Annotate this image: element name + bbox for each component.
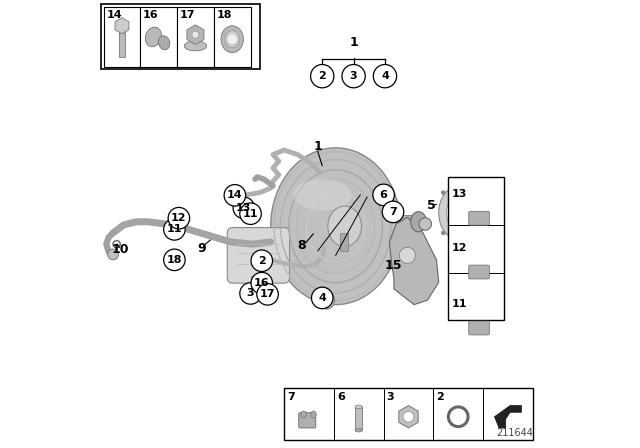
Circle shape [227, 34, 237, 45]
Ellipse shape [271, 148, 401, 305]
Bar [104, 7, 140, 67]
Text: 12: 12 [451, 243, 467, 253]
Circle shape [403, 411, 414, 422]
Circle shape [251, 250, 273, 271]
Circle shape [108, 249, 118, 260]
Ellipse shape [355, 405, 362, 409]
Bar [251, 276, 262, 287]
Circle shape [373, 184, 394, 206]
Text: 18: 18 [216, 10, 232, 20]
FancyBboxPatch shape [468, 321, 490, 335]
Text: 11: 11 [166, 224, 182, 234]
Ellipse shape [158, 36, 170, 50]
Text: 4: 4 [381, 71, 389, 81]
Text: 6: 6 [380, 190, 388, 200]
Text: 10: 10 [112, 243, 129, 256]
Text: 2: 2 [436, 392, 444, 401]
Text: 13: 13 [451, 190, 467, 199]
Ellipse shape [447, 196, 471, 229]
Ellipse shape [293, 179, 351, 211]
Circle shape [168, 207, 189, 229]
Text: 211644: 211644 [496, 428, 533, 438]
Bar [340, 233, 348, 251]
Text: 5: 5 [427, 198, 435, 212]
Circle shape [233, 197, 255, 219]
Text: 17: 17 [180, 10, 195, 20]
Text: 3: 3 [350, 71, 357, 81]
Text: 16: 16 [254, 278, 269, 288]
Text: 6: 6 [337, 392, 345, 401]
Circle shape [399, 247, 415, 263]
Ellipse shape [184, 41, 207, 51]
Circle shape [472, 231, 477, 235]
Text: 11: 11 [451, 299, 467, 309]
Circle shape [310, 65, 334, 88]
FancyBboxPatch shape [227, 228, 289, 283]
Text: 14: 14 [227, 190, 243, 200]
Text: 3: 3 [247, 289, 254, 298]
Text: 4: 4 [318, 293, 326, 303]
Ellipse shape [221, 26, 243, 53]
Text: 7: 7 [287, 392, 295, 401]
Bar [119, 33, 125, 57]
Ellipse shape [411, 212, 426, 232]
Bar [177, 7, 214, 67]
Text: 14: 14 [106, 10, 122, 20]
Ellipse shape [439, 186, 479, 240]
Ellipse shape [301, 411, 307, 418]
Bar [284, 388, 533, 440]
Circle shape [441, 231, 445, 235]
Polygon shape [389, 217, 439, 305]
Ellipse shape [311, 411, 316, 418]
FancyBboxPatch shape [468, 265, 490, 279]
Text: 2: 2 [258, 256, 266, 266]
Circle shape [373, 65, 397, 88]
Circle shape [164, 219, 185, 240]
Circle shape [382, 201, 404, 223]
Ellipse shape [225, 30, 239, 48]
Circle shape [257, 284, 278, 305]
Text: 16: 16 [143, 10, 159, 20]
Ellipse shape [145, 27, 161, 47]
Bar [214, 7, 251, 67]
FancyBboxPatch shape [468, 211, 490, 225]
Bar [355, 407, 362, 430]
Circle shape [240, 203, 261, 224]
FancyBboxPatch shape [299, 413, 316, 428]
Text: 8: 8 [297, 239, 305, 252]
Circle shape [224, 185, 246, 206]
Text: 1: 1 [349, 36, 358, 49]
Circle shape [312, 287, 333, 309]
Ellipse shape [355, 428, 362, 432]
Text: 15: 15 [384, 258, 402, 272]
Circle shape [164, 249, 185, 271]
Text: 11: 11 [243, 209, 259, 219]
Text: 3: 3 [387, 392, 394, 401]
Bar [396, 215, 417, 237]
Circle shape [441, 190, 445, 195]
Polygon shape [495, 405, 522, 428]
Circle shape [342, 65, 365, 88]
Circle shape [192, 31, 199, 39]
Bar [140, 7, 177, 67]
Text: 18: 18 [166, 255, 182, 265]
Ellipse shape [319, 291, 335, 309]
Circle shape [419, 218, 431, 230]
Text: 7: 7 [389, 207, 397, 217]
Text: 13: 13 [236, 203, 252, 213]
Circle shape [240, 283, 261, 304]
Text: 2: 2 [318, 71, 326, 81]
Circle shape [251, 272, 273, 294]
Ellipse shape [328, 206, 362, 246]
Bar [101, 4, 260, 69]
Text: 9: 9 [197, 242, 205, 255]
Circle shape [472, 190, 477, 195]
Text: 1: 1 [314, 140, 322, 154]
Bar [448, 177, 504, 320]
Text: 17: 17 [260, 289, 275, 299]
Text: 12: 12 [171, 213, 187, 223]
